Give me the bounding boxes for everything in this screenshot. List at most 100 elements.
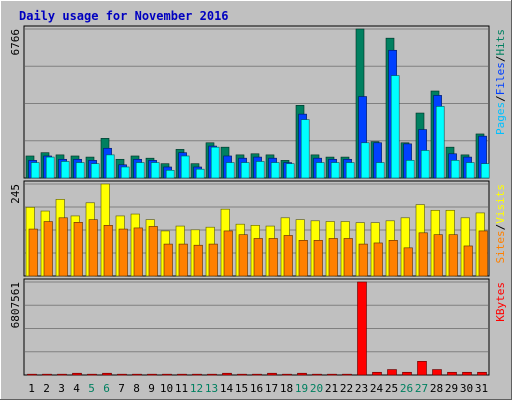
bar-sites-day-22 (343, 238, 353, 277)
x-tick-label: 19 (295, 382, 308, 395)
bar-pages-day-22 (345, 162, 355, 179)
bar-pages-day-6 (105, 154, 115, 179)
bar-kbytes-day-9 (147, 373, 157, 376)
bar-sites-day-2 (43, 221, 53, 277)
bar-kbytes-day-21 (327, 373, 337, 376)
bar-sites-day-4 (73, 222, 83, 277)
bar-kbytes-day-4 (72, 372, 82, 376)
bar-pages-day-12 (195, 168, 205, 179)
legend-entry: / (494, 95, 507, 102)
bar-sites-day-18 (283, 235, 293, 277)
bar-sites-day-1 (28, 228, 38, 277)
bar-sites-day-6 (103, 225, 113, 277)
legend-entry: Pages (494, 102, 507, 135)
bar-pages-day-10 (165, 169, 175, 179)
bar-pages-day-25 (390, 75, 400, 179)
bar-sites-day-8 (133, 227, 143, 277)
bar-kbytes-day-1 (27, 373, 37, 376)
bar-kbytes-day-5 (87, 373, 97, 376)
x-tick-label: 10 (160, 382, 173, 395)
bar-pages-day-5 (90, 163, 100, 179)
bar-sites-day-17 (268, 238, 278, 277)
bar-kbytes-day-15 (237, 373, 247, 376)
panel-bottom-legend: KBytes (494, 282, 507, 322)
legend-entry: Sites (494, 230, 507, 263)
bar-pages-day-2 (45, 156, 55, 179)
bar-kbytes-day-23 (357, 281, 367, 376)
x-tick-label: 4 (73, 382, 80, 395)
bar-sites-day-31 (478, 230, 488, 277)
panel-top-legend: Pages/Files/Hits (494, 29, 507, 135)
bar-kbytes-day-16 (252, 373, 262, 376)
bar-kbytes-day-31 (477, 371, 487, 376)
bar-kbytes-day-10 (162, 373, 172, 376)
bar-sites-day-9 (148, 226, 158, 277)
bar-pages-day-4 (75, 162, 85, 179)
bar-kbytes-day-22 (342, 373, 352, 376)
x-tick-label: 16 (250, 382, 263, 395)
x-tick-label: 20 (310, 382, 323, 395)
bar-pages-day-27 (420, 150, 430, 179)
bar-kbytes-day-24 (372, 371, 382, 376)
panel-top-ymax-label: 6766 (9, 29, 22, 56)
bar-pages-day-30 (465, 162, 475, 179)
x-tick-label: 17 (265, 382, 278, 395)
bar-sites-day-30 (463, 245, 473, 277)
x-tick-label: 3 (58, 382, 65, 395)
x-axis-day-labels: 1 2 3 4 5 6 7 8 9 10 11 12 13 14 15 16 17 18 19 20 21 22 23 24 2… (28, 382, 488, 395)
legend-entry: Files (494, 62, 507, 95)
x-tick-label: 5 (88, 382, 95, 395)
bar-pages-day-31 (480, 163, 490, 179)
legend-entry: KBytes (494, 282, 507, 322)
x-tick-label: 22 (340, 382, 353, 395)
bar-sites-day-16 (253, 238, 263, 277)
bar-sites-day-26 (403, 247, 413, 277)
bar-kbytes-day-26 (402, 371, 412, 376)
bar-pages-day-20 (315, 162, 325, 179)
bar-kbytes-day-28 (432, 369, 442, 376)
bar-sites-day-5 (88, 219, 98, 277)
panel-bottom-ymax-label: 6807561 (9, 282, 22, 328)
bar-pages-day-16 (255, 161, 265, 179)
bar-kbytes-day-17 (267, 372, 277, 376)
bar-pages-day-9 (150, 162, 160, 179)
panel-middle-legend: Sites/Visits (494, 184, 507, 264)
x-tick-label: 1 (28, 382, 35, 395)
x-tick-label: 13 (205, 382, 218, 395)
x-tick-label: 18 (280, 382, 293, 395)
bar-sites-day-19 (298, 240, 308, 277)
bar-pages-day-15 (240, 162, 250, 179)
bar-kbytes-day-3 (57, 373, 67, 376)
bar-sites-day-24 (373, 242, 383, 277)
x-tick-label: 15 (235, 382, 248, 395)
bar-pages-day-7 (120, 166, 130, 179)
bar-sites-day-12 (193, 244, 203, 277)
bar-kbytes-day-11 (177, 373, 187, 376)
bar-kbytes-day-12 (192, 373, 202, 376)
bar-kbytes-day-29 (447, 371, 457, 376)
bar-pages-day-19 (300, 119, 310, 179)
x-tick-label: 25 (385, 382, 398, 395)
legend-entry: Hits (494, 29, 507, 56)
panel-bottom-frame (23, 278, 490, 376)
x-tick-label: 21 (325, 382, 338, 395)
bar-pages-day-14 (225, 162, 235, 179)
bar-kbytes-day-19 (297, 372, 307, 376)
bar-sites-day-29 (448, 234, 458, 277)
x-tick-label: 23 (355, 382, 368, 395)
legend-entry: Visits (494, 184, 507, 224)
bar-kbytes-day-13 (207, 373, 217, 376)
bar-pages-day-1 (30, 162, 40, 179)
bar-pages-day-24 (375, 162, 385, 179)
bar-pages-day-21 (330, 162, 340, 179)
legend-entry: / (494, 56, 507, 63)
bar-kbytes-day-18 (282, 373, 292, 376)
x-tick-label: 2 (43, 382, 50, 395)
bar-pages-day-3 (60, 161, 70, 179)
bar-sites-day-14 (223, 230, 233, 277)
bar-pages-day-26 (405, 160, 415, 179)
bar-pages-day-29 (450, 160, 460, 179)
panel-middle-ymax-label: 245 (9, 184, 22, 204)
x-tick-label: 6 (103, 382, 110, 395)
